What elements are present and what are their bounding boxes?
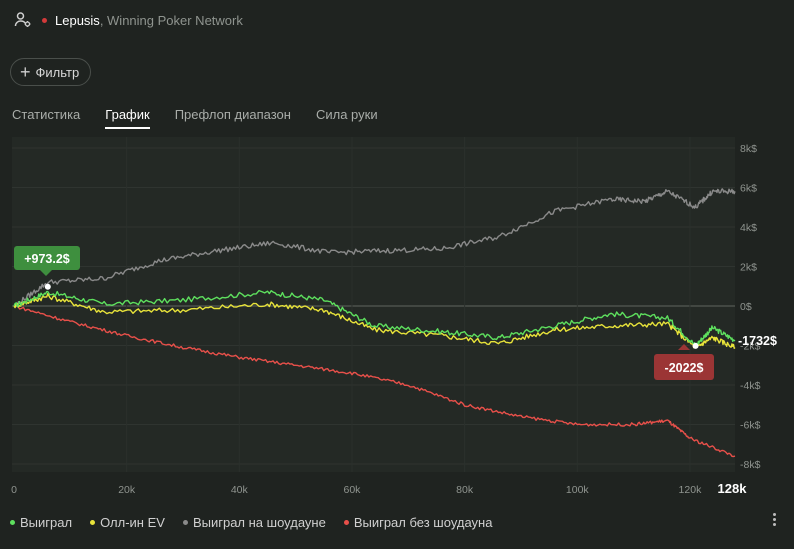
y-tick-label: 4k$ <box>740 222 757 234</box>
y-tick-label: -4k$ <box>740 380 761 392</box>
status-dot <box>42 17 47 23</box>
x-tick-label: 60k <box>344 484 362 496</box>
player-settings-icon[interactable] <box>14 11 32 29</box>
trough-label: -2022$ <box>665 361 704 375</box>
peak-badge-pointer <box>40 270 52 276</box>
plot-area <box>12 137 735 472</box>
profit-chart[interactable]: 8k$ 6k$ 4k$ 2k$ 0$ -2k$ -4k$ -6k$ -8k$ 0 20k 40k 60k… <box>0 0 794 510</box>
legend-item-showdown[interactable]: Выиграл на шоудауне <box>182 515 326 530</box>
player-name: Lepusis <box>55 12 100 28</box>
y-tick-label: -6k$ <box>740 420 761 432</box>
tab-hand-strength[interactable]: Сила руки <box>315 107 378 122</box>
series-line-non-showdown <box>13 305 736 458</box>
y-tick-label: -2k$ <box>740 341 761 353</box>
tab-graph[interactable]: График <box>105 107 150 129</box>
filter-label: Фильтр <box>35 64 80 80</box>
legend-label: Выиграл на шоудауне <box>192 515 326 530</box>
x-tick-label: 100k <box>566 484 590 496</box>
more-options-icon[interactable] <box>771 513 777 529</box>
legend-dot <box>182 520 188 525</box>
trough-badge-pointer <box>678 344 690 350</box>
peak-badge <box>14 246 80 270</box>
trough-badge <box>654 354 714 380</box>
x-tick-label: 0 <box>11 484 17 496</box>
network-name: , Winning Poker Network <box>99 12 243 28</box>
legend-item-won[interactable]: Выиграл <box>10 515 72 530</box>
y-tick-label: 6k$ <box>740 183 757 195</box>
legend-dot <box>343 520 349 525</box>
x-tick-label: 80k <box>456 484 474 496</box>
legend-item-allin-ev[interactable]: Олл-ин EV <box>90 515 165 530</box>
y-tick-label: 2k$ <box>740 262 757 274</box>
y-tick-label: 0$ <box>740 301 752 313</box>
tab-statistics[interactable]: Статистика <box>12 107 81 122</box>
chart-legend: Выиграл Олл-ин EV Выиграл на шоудауне Вы… <box>10 515 492 530</box>
x-end-label: 128k <box>718 481 748 496</box>
header: Lepusis, Winning Poker Network <box>14 10 243 30</box>
x-tick-label: 40k <box>231 484 249 496</box>
legend-label: Олл-ин EV <box>100 515 165 530</box>
peak-marker <box>44 283 51 290</box>
tab-bar: Статистика График Префлоп диапазон Сила … <box>12 107 378 129</box>
legend-label: Выиграл <box>20 515 73 530</box>
current-value-label: -1732$ <box>738 334 777 348</box>
trough-marker <box>692 342 699 349</box>
x-tick-label: 20k <box>118 484 136 496</box>
legend-label: Выиграл без шоудауна <box>353 515 493 530</box>
legend-dot <box>10 520 15 525</box>
plus-icon: + <box>20 62 31 82</box>
tab-preflop-range[interactable]: Префлоп диапазон <box>174 107 291 122</box>
x-tick-label: 120k <box>679 484 703 496</box>
series-line-showdown <box>13 188 736 307</box>
series-line-won <box>13 289 736 347</box>
filter-button[interactable]: + Фильтр <box>10 58 92 86</box>
y-tick-label: 8k$ <box>740 143 757 155</box>
legend-dot <box>90 520 96 525</box>
legend-item-non-showdown[interactable]: Выиграл без шоудауна <box>343 515 493 530</box>
peak-label: +973.2$ <box>24 252 70 266</box>
y-tick-label: -8k$ <box>740 459 761 471</box>
